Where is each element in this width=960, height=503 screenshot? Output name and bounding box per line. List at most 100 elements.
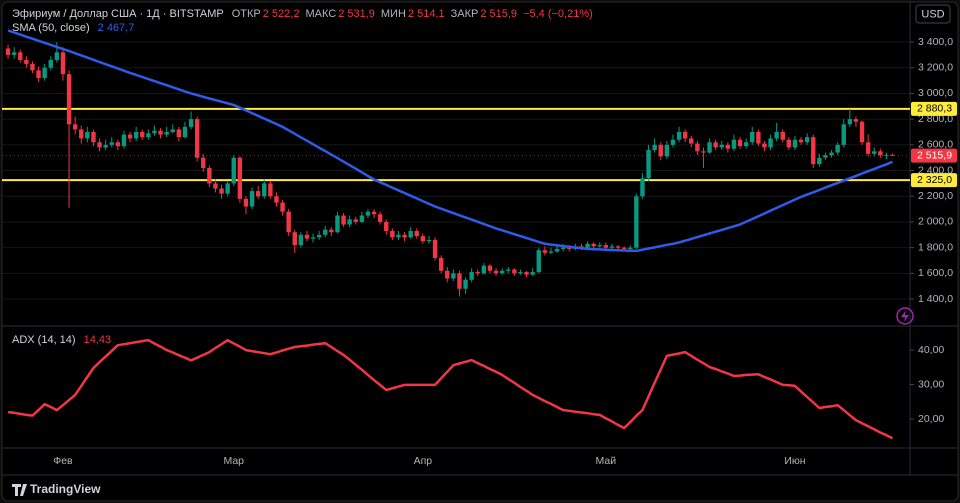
icon-circle[interactable]	[896, 307, 914, 325]
candle-body	[524, 272, 529, 275]
candle-body	[469, 272, 474, 280]
candle-body	[859, 121, 865, 143]
candle-body	[719, 144, 724, 148]
candle-body	[713, 142, 718, 148]
icon-bolt[interactable]	[901, 310, 909, 322]
candle-body	[280, 202, 285, 212]
header-line: Эфириум / Доллар США · 1Д · BITSTAMP ОТКР…	[12, 8, 593, 20]
legend-value: 2 515,9	[480, 8, 517, 20]
candle-body	[158, 130, 163, 135]
last-price-tag	[911, 148, 957, 163]
candle-body	[109, 142, 114, 145]
candle-body	[530, 272, 535, 275]
candle-body	[36, 70, 41, 79]
currency-box[interactable]	[915, 4, 951, 24]
y-tick-label: 3 200,0	[918, 62, 953, 74]
candle-body	[97, 142, 102, 148]
candle-body	[646, 149, 651, 179]
candle-body	[567, 247, 572, 249]
indicator-icon[interactable]	[896, 307, 914, 325]
candle-body	[542, 250, 548, 253]
candle-body	[774, 131, 779, 139]
candle-body	[707, 142, 712, 153]
candle-body	[243, 198, 249, 207]
candle-body	[762, 143, 767, 148]
candle-body	[396, 234, 401, 238]
candle-body	[268, 183, 273, 197]
candle-body	[475, 272, 480, 274]
candle-body	[506, 269, 511, 271]
adx-name: ADX (14, 14)	[12, 334, 76, 346]
candle-body	[701, 151, 706, 153]
candle-body	[152, 130, 157, 134]
candle-body	[835, 144, 840, 153]
level-label: 2 880,3	[917, 103, 952, 115]
candle-body	[804, 137, 810, 143]
y-tick-label: 1 800,0	[918, 241, 953, 253]
candle-body	[634, 196, 639, 248]
candle-body	[695, 143, 700, 152]
currency-button[interactable]: USD	[915, 4, 951, 24]
candle-body	[316, 234, 322, 238]
candle-body	[359, 215, 365, 222]
candle-body	[658, 144, 663, 157]
candle-body	[219, 188, 224, 194]
legend-value: 2 531,9	[338, 8, 375, 20]
candle-body	[451, 273, 456, 279]
candle-body	[30, 63, 35, 71]
candle-body	[817, 157, 822, 165]
candle-body	[408, 230, 413, 238]
candle-body	[664, 144, 670, 157]
candle-body	[79, 129, 84, 139]
y-tick-label: 2 000,0	[918, 216, 953, 228]
candle-body	[225, 183, 230, 194]
candle-body	[560, 247, 566, 249]
x-tick-label: Апр	[414, 455, 433, 467]
candle-body	[42, 67, 47, 79]
candle-body	[725, 144, 731, 149]
candle-body	[640, 178, 645, 197]
candle-body	[518, 272, 523, 274]
candle-body	[377, 214, 383, 222]
y-tick-label: 40,00	[918, 344, 944, 356]
candle-body	[231, 157, 236, 184]
sma-legend: SMA (50, close) 2 467,7	[12, 22, 134, 34]
candle-body	[689, 138, 694, 144]
candle-body	[847, 119, 853, 125]
candle-body	[585, 243, 590, 248]
candle-body	[24, 60, 29, 64]
candle-body	[213, 183, 218, 189]
candle-body	[487, 265, 493, 271]
y-tick-label: 30,00	[918, 378, 944, 390]
candle-body	[329, 229, 334, 233]
candle-body	[127, 134, 133, 139]
symbol-title: Эфириум / Доллар США · 1Д · BITSTAMP	[12, 8, 224, 20]
candle-body	[201, 157, 206, 168]
candle-body	[353, 219, 358, 222]
candle-body	[463, 279, 468, 289]
x-tick-label: Май	[596, 455, 617, 467]
candle-body	[170, 129, 175, 132]
candle-body	[872, 151, 877, 154]
candle-body	[146, 133, 151, 138]
candle-body	[286, 211, 291, 233]
candle-body	[786, 139, 792, 148]
candle-body	[554, 248, 560, 252]
candle-body	[207, 167, 212, 184]
candle-body	[133, 131, 139, 139]
adx-line	[7, 338, 894, 440]
candle-body	[670, 139, 676, 145]
y-tick-label: 20,00	[918, 413, 944, 425]
candle-body	[811, 137, 816, 165]
legend-value: 2 522,2	[263, 8, 300, 20]
currency-label[interactable]: USD	[921, 8, 944, 20]
candle-body	[323, 229, 328, 235]
candle-body	[768, 138, 773, 148]
candle-body	[420, 236, 426, 242]
candle-body	[750, 131, 755, 143]
legend-label: МАКС	[305, 8, 336, 20]
candle-body	[384, 221, 389, 231]
candle-body	[310, 237, 316, 239]
level-label: 2 325,0	[917, 174, 952, 186]
